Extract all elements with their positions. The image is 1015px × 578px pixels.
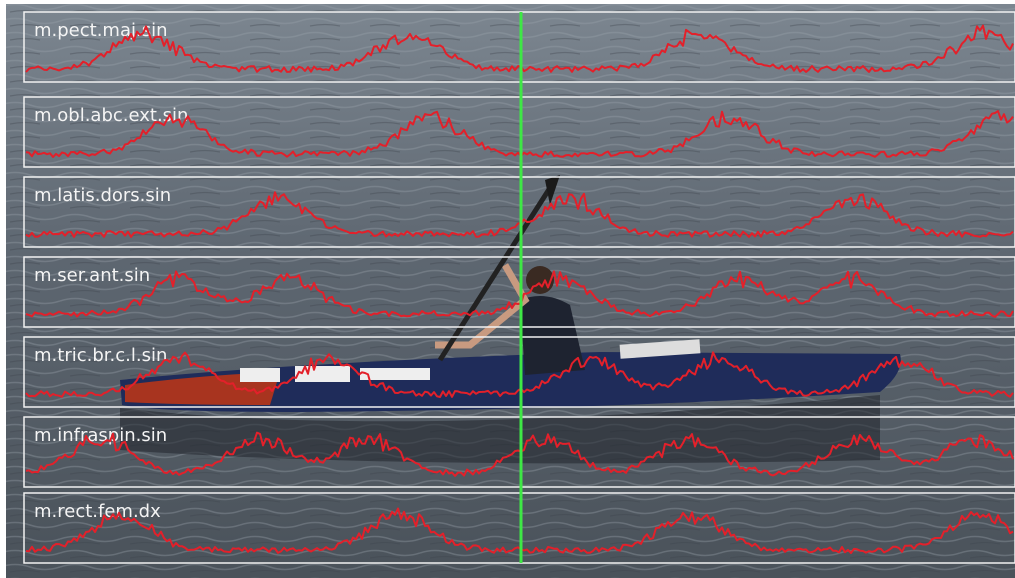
channel-label: m.tric.br.c.l.sin — [34, 345, 167, 366]
channel-label: m.ser.ant.sin — [34, 265, 150, 286]
water-ripples — [6, 4, 1015, 578]
channel-label: m.infraspin.sin — [34, 425, 167, 446]
channel-label: m.rect.fem.dx — [34, 501, 161, 522]
channel-label: m.latis.dors.sin — [34, 185, 171, 206]
paddler — [435, 175, 585, 375]
kayak — [120, 339, 901, 464]
channel-label: m.pect.maj.sin — [34, 20, 168, 41]
channel-label: m.obl.abc.ext.sin — [34, 105, 188, 126]
